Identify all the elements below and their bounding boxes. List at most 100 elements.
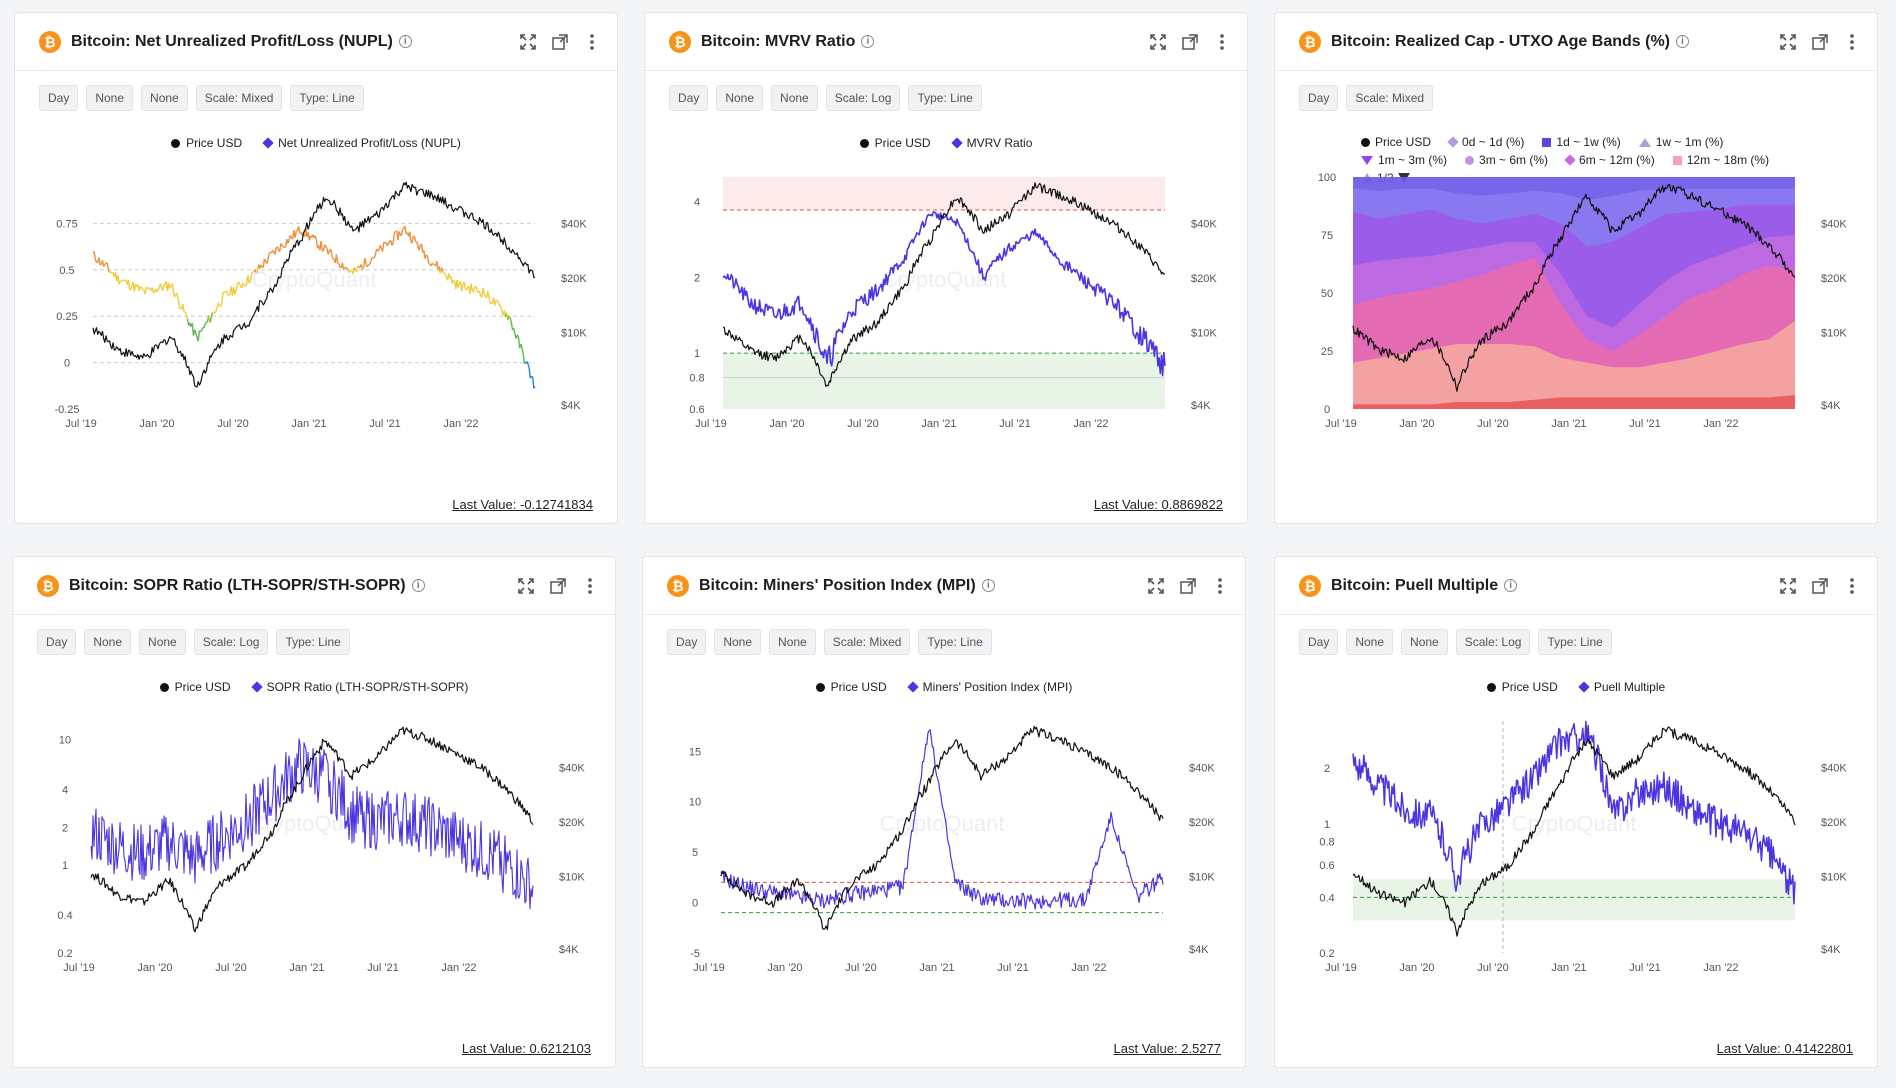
- nupl-segment: [483, 293, 486, 297]
- nupl-segment: [490, 302, 493, 305]
- x-tick-label: Jan '20: [1399, 962, 1434, 974]
- expand-icon[interactable]: [1779, 577, 1797, 595]
- last-value[interactable]: Last Value: 0.8869822: [1093, 497, 1223, 512]
- scale-select[interactable]: Scale: Mixed: [1346, 85, 1434, 111]
- more-options-icon[interactable]: [581, 577, 599, 595]
- type-select[interactable]: Type: Line: [908, 85, 982, 111]
- last-value[interactable]: Last Value: -0.12741834: [452, 497, 593, 512]
- info-icon[interactable]: i: [1504, 579, 1518, 592]
- legend-item-metric[interactable]: Puell Multiple: [1578, 680, 1665, 694]
- nupl-segment: [346, 267, 349, 271]
- y-right-tick-label: $4K: [561, 400, 581, 412]
- type-select[interactable]: Type: Line: [918, 629, 992, 655]
- more-options-icon[interactable]: [1213, 33, 1231, 51]
- legend-item-metric[interactable]: MVRV Ratio: [950, 136, 1032, 150]
- window-select[interactable]: Day: [37, 629, 77, 655]
- nupl-segment: [282, 246, 285, 249]
- legend-item-price[interactable]: Price USD: [859, 136, 931, 150]
- legend-item-metric[interactable]: Miners' Position Index (MPI): [907, 680, 1072, 694]
- window-select[interactable]: Day: [1299, 629, 1339, 655]
- y-left-tick-label: 10: [689, 797, 701, 809]
- legend-item-1w-1m[interactable]: 1w ~ 1m (%): [1638, 135, 1723, 149]
- nupl-segment: [200, 329, 203, 333]
- expand-icon[interactable]: [1779, 33, 1797, 51]
- window-select[interactable]: Day: [1299, 85, 1339, 111]
- info-icon[interactable]: i: [411, 579, 425, 592]
- type-select[interactable]: Type: Line: [1538, 629, 1612, 655]
- moving-average-select[interactable]: None: [1346, 629, 1394, 655]
- moving-average-select[interactable]: None: [86, 85, 134, 111]
- legend-item-1m-3m[interactable]: 1m ~ 3m (%): [1361, 153, 1447, 167]
- y-right-tick-label: $40K: [1821, 218, 1847, 230]
- legend-item-12m-18m[interactable]: 12m ~ 18m (%): [1672, 153, 1769, 167]
- legend-item-metric[interactable]: Net Unrealized Profit/Loss (NUPL): [262, 136, 461, 150]
- legend-item-price[interactable]: Price USD: [815, 680, 887, 694]
- moving-average-select-2[interactable]: None: [1401, 629, 1448, 655]
- moving-average-select-2[interactable]: None: [141, 85, 188, 111]
- moving-average-select-2[interactable]: None: [771, 85, 818, 111]
- moving-average-select-2[interactable]: None: [769, 629, 816, 655]
- popout-icon[interactable]: [1811, 33, 1829, 51]
- legend-item-3m-6m[interactable]: 3m ~ 6m (%): [1465, 153, 1548, 167]
- scale-select[interactable]: Scale: Mixed: [823, 629, 911, 655]
- legend-item-metric[interactable]: SOPR Ratio (LTH-SOPR/STH-SOPR): [250, 680, 468, 694]
- legend-item-1d-1w[interactable]: 1d ~ 1w (%): [1542, 135, 1621, 149]
- nupl-segment: [140, 286, 144, 291]
- popout-icon[interactable]: [1181, 33, 1199, 51]
- price-usd-line: [722, 182, 1166, 387]
- expand-icon[interactable]: [1147, 577, 1165, 595]
- more-options-icon[interactable]: [583, 33, 601, 51]
- info-icon[interactable]: i: [1676, 35, 1689, 48]
- more-options-icon[interactable]: [1843, 577, 1861, 595]
- y-left-tick-label: 0: [692, 898, 698, 910]
- y-left-tick-label: 15: [689, 746, 701, 758]
- last-value[interactable]: Last Value: 2.5277: [1113, 1041, 1221, 1056]
- nupl-segment: [315, 239, 319, 249]
- info-icon[interactable]: i: [861, 35, 875, 48]
- chart-legend: Price USD 0d ~ 1d (%) 1d ~ 1w (%) 1w ~ 1…: [1361, 135, 1861, 189]
- moving-average-select-2[interactable]: None: [139, 629, 186, 655]
- last-value[interactable]: Last Value: 0.41422801: [1716, 1041, 1853, 1056]
- x-tick-label: Jan '20: [769, 418, 804, 430]
- moving-average-select[interactable]: None: [84, 629, 132, 655]
- legend-item-price[interactable]: Price USD: [159, 680, 231, 694]
- more-options-icon[interactable]: [1843, 33, 1861, 51]
- window-select[interactable]: Day: [39, 85, 79, 111]
- legend-item-6m-12m[interactable]: 6m ~ 12m (%): [1564, 153, 1655, 167]
- expand-icon[interactable]: [517, 577, 535, 595]
- x-tick-label: Jul '20: [845, 962, 876, 974]
- legend-item-price[interactable]: Price USD: [171, 136, 242, 150]
- scale-select[interactable]: Scale: Log: [825, 85, 901, 111]
- nupl-segment: [138, 286, 141, 291]
- header-actions: [1779, 33, 1861, 51]
- popout-icon[interactable]: [549, 577, 567, 595]
- nupl-segment: [521, 347, 524, 354]
- scale-select[interactable]: Scale: Log: [193, 629, 269, 655]
- info-icon[interactable]: i: [398, 35, 412, 48]
- window-select[interactable]: Day: [667, 629, 707, 655]
- expand-icon[interactable]: [1149, 33, 1167, 51]
- legend-item-price[interactable]: Price USD: [1486, 680, 1558, 694]
- window-select[interactable]: Day: [669, 85, 709, 111]
- scale-select[interactable]: Scale: Log: [1455, 629, 1531, 655]
- scale-select[interactable]: Scale: Mixed: [195, 85, 283, 111]
- popout-icon[interactable]: [1179, 577, 1197, 595]
- y-right-tick-label: $20K: [1821, 817, 1847, 829]
- legend-item-0d-1d[interactable]: 0d ~ 1d (%): [1447, 135, 1524, 149]
- moving-average-select[interactable]: None: [716, 85, 764, 111]
- nupl-segment: [185, 314, 189, 320]
- price-usd-line: [92, 181, 536, 388]
- legend-item-price[interactable]: Price USD: [1361, 135, 1431, 149]
- popout-icon[interactable]: [551, 33, 569, 51]
- expand-icon[interactable]: [519, 33, 537, 51]
- last-value[interactable]: Last Value: 0.6212103: [461, 1041, 591, 1056]
- type-select[interactable]: Type: Line: [290, 85, 364, 111]
- popout-icon[interactable]: [1811, 577, 1829, 595]
- type-select[interactable]: Type: Line: [276, 629, 350, 655]
- moving-average-select[interactable]: None: [714, 629, 762, 655]
- info-icon[interactable]: i: [981, 579, 995, 592]
- y-right-tick-label: $20K: [559, 817, 585, 829]
- more-options-icon[interactable]: [1211, 577, 1229, 595]
- card-title: Bitcoin: Net Unrealized Profit/Loss (NUP…: [71, 32, 393, 50]
